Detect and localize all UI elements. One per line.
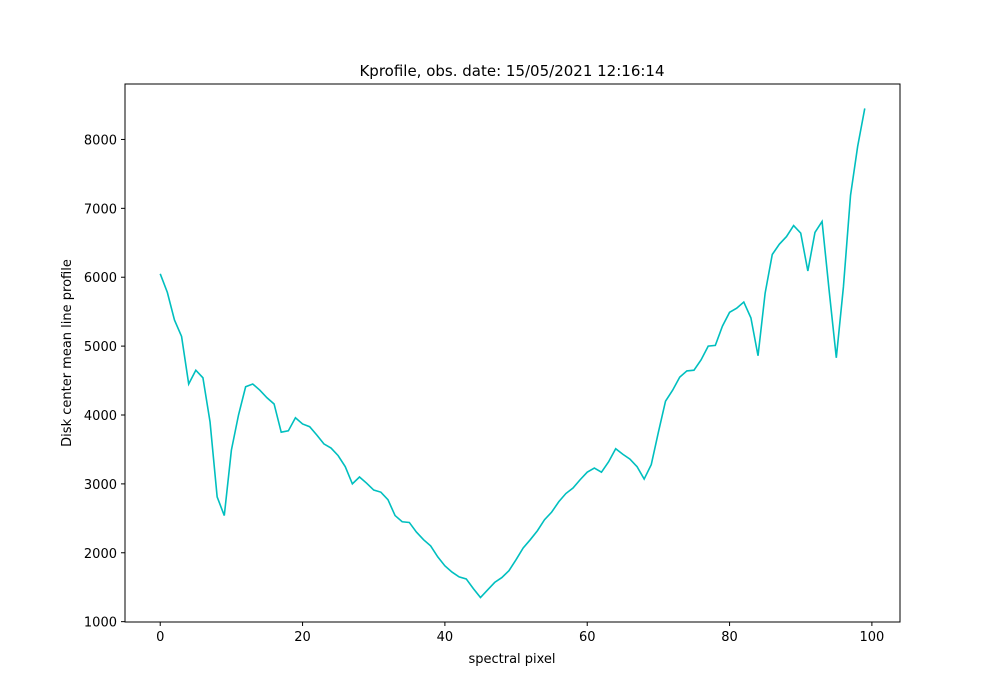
y-tick-label: 3000 — [84, 478, 117, 493]
y-tick-label: 5000 — [84, 340, 117, 355]
y-tick-label: 4000 — [84, 409, 117, 424]
x-tick-label: 60 — [579, 630, 596, 645]
y-axis-label: Disk center mean line profile — [60, 259, 75, 447]
y-tick-label: 1000 — [84, 616, 117, 631]
chart-title: Kprofile, obs. date: 15/05/2021 12:16:14 — [359, 62, 664, 80]
x-axis-label: spectral pixel — [468, 652, 555, 667]
x-tick-label: 0 — [156, 630, 164, 645]
y-tick-label: 6000 — [84, 271, 117, 286]
x-tick-label: 40 — [437, 630, 454, 645]
y-tick-label: 8000 — [84, 133, 117, 148]
x-tick-label: 100 — [859, 630, 884, 645]
y-tick-label: 2000 — [84, 547, 117, 562]
data-line — [159, 108, 866, 599]
x-tick-label: 20 — [294, 630, 311, 645]
y-tick-label: 7000 — [84, 202, 117, 217]
x-tick-label: 80 — [721, 630, 738, 645]
plot-frame — [124, 83, 901, 623]
